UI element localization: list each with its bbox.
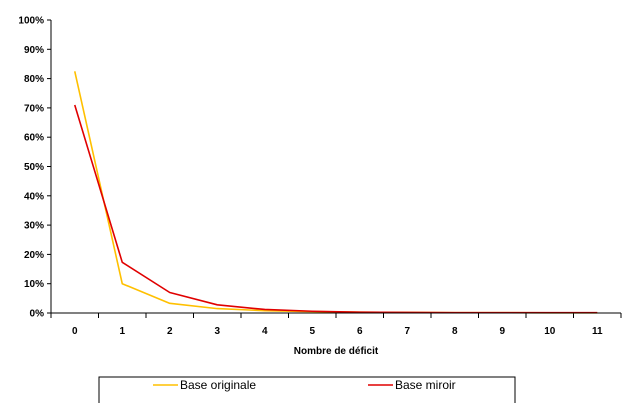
y-tick-label: 20% [24,250,44,261]
legend-label: Base miroir [395,378,456,392]
y-tick-label: 0% [30,309,45,320]
x-tick-label: 8 [452,326,458,337]
series-line-base-originale [73,71,598,314]
x-tick-label: 7 [404,326,410,337]
x-axis-ticks: 0 1 2 3 4 5 6 7 8 9 10 11 [50,313,622,337]
x-tick-label: 2 [167,326,173,337]
y-tick-label: 40% [24,191,44,202]
x-tick-label: 4 [262,326,268,337]
y-tick-label: 30% [24,221,44,232]
y-tick-label: 10% [24,279,44,290]
legend-entry: Base miroir [368,378,456,392]
x-tick-label: 9 [499,326,505,337]
series-layer [73,71,598,314]
y-tick-label: 60% [24,133,44,144]
legend-entries: Base originale Base miroir [153,378,456,392]
legend-label: Base originale [180,378,256,392]
legend-entry: Base originale [153,378,256,392]
y-tick-label: 100% [18,16,44,27]
y-tick-label: 80% [24,74,44,85]
series-line-base-miroir [73,104,598,314]
y-tick-label: 90% [24,45,44,56]
x-tick-label: 3 [214,326,220,337]
y-tick-label: 70% [24,103,44,114]
x-tick-label: 10 [544,326,556,337]
legend: Base originale Base miroir [98,376,516,403]
x-tick-label: 0 [72,326,78,337]
y-axis-ticks: 0% 10% 20% 30% 40% 50% 60% 70% 80% 90% 100% [18,16,51,320]
x-axis-title: Nombre de déficit [294,346,379,357]
y-tick-label: 50% [24,162,44,173]
legend-box [98,376,516,403]
x-tick-label: 11 [592,326,603,337]
x-tick-label: 5 [309,326,315,337]
x-tick-label: 6 [357,326,363,337]
x-tick-label: 1 [119,326,125,337]
